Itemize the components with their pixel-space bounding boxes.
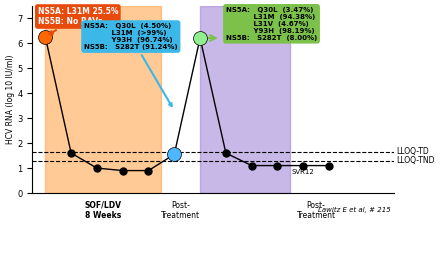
Text: NS5A:   Q30L  (4.50%)
           L31M  (>99%)
           Y93H  (96.74%)
NS5B:   : NS5A: Q30L (4.50%) L31M (>99%) Y93H (96.…	[84, 23, 178, 106]
Text: NS5A: L31M 25.5%
NS5B: No RAVs: NS5A: L31M 25.5% NS5B: No RAVs	[37, 7, 118, 34]
Text: LLOQ-TD: LLOQ-TD	[396, 147, 429, 156]
Point	[145, 168, 152, 173]
Text: SOF/LDV
8 Weeks: SOF/LDV 8 Weeks	[85, 201, 122, 220]
Point	[68, 151, 75, 155]
Bar	[200, 6, 290, 193]
Point	[119, 168, 126, 173]
Text: SVR12: SVR12	[292, 169, 315, 175]
Point	[197, 36, 204, 40]
Point	[42, 35, 49, 39]
Text: Lawitz E et al, # 215: Lawitz E et al, # 215	[318, 207, 391, 213]
Point	[248, 164, 255, 168]
Point	[171, 152, 178, 157]
Point	[93, 166, 100, 170]
Y-axis label: HCV RNA (log 10 IU/ml): HCV RNA (log 10 IU/ml)	[6, 55, 15, 144]
Text: Re-treatment:
SOF/LDV + RBV
24 Weeks: Re-treatment: SOF/LDV + RBV 24 Weeks	[213, 201, 278, 230]
Text: Post-
Treatment: Post- Treatment	[161, 201, 200, 220]
Point	[274, 164, 281, 168]
Text: NS5A:   Q30L  (3.47%)
           L31M  (94.38%)
           L31V  (4.67%)
       : NS5A: Q30L (3.47%) L31M (94.38%) L31V (4…	[226, 7, 317, 41]
Point	[326, 164, 333, 168]
Text: LLOQ-TND: LLOQ-TND	[396, 156, 435, 165]
Bar	[45, 6, 161, 193]
Point	[222, 151, 229, 155]
Text: Post-
Treatment: Post- Treatment	[297, 201, 336, 220]
Point	[300, 164, 307, 168]
